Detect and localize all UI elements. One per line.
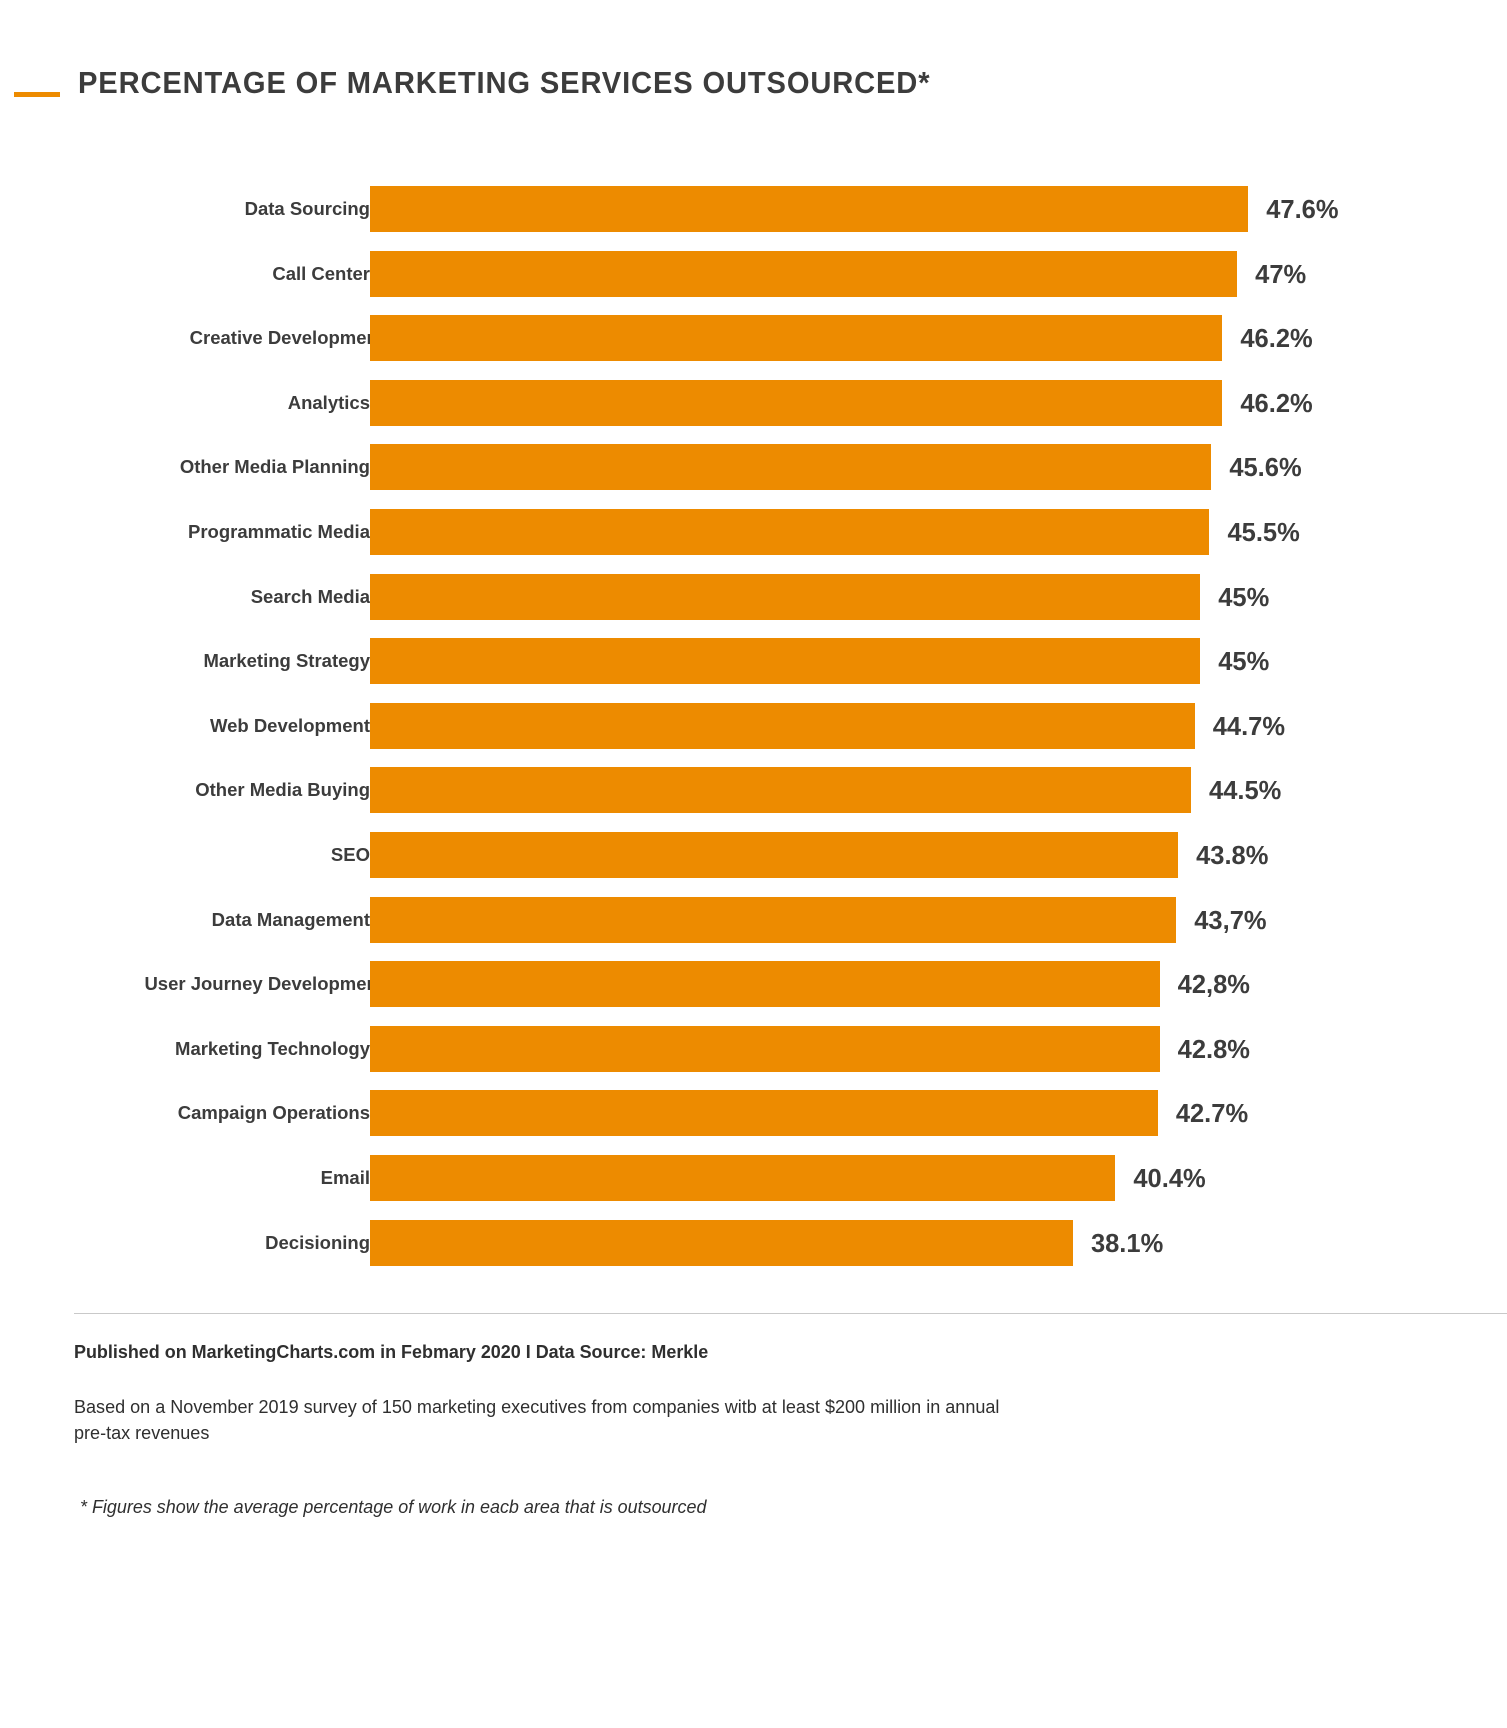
bar-track: 45%: [370, 573, 1370, 620]
page-title: PERCENTAGE OF MARKETING SERVICES OUTSOUR…: [78, 66, 931, 100]
bar-row: Other Media Planning 45.6%: [0, 444, 1507, 491]
bar-track: 42.8%: [370, 1025, 1370, 1072]
bar-row: Web Development 44.7%: [0, 702, 1507, 749]
bar-row: Decisioning 38.1%: [0, 1219, 1507, 1266]
bar-track: 46.2%: [370, 315, 1370, 362]
bar-row: Call Center 47%: [0, 250, 1507, 297]
bar-track: 44.5%: [370, 767, 1370, 814]
bar-track: 40.4%: [370, 1155, 1370, 1201]
category-label: Call Center: [272, 262, 370, 284]
title-accent-rule: [14, 92, 60, 97]
bar-value-label: 46.2%: [1240, 325, 1313, 354]
bar-track: 38.1%: [370, 1219, 1370, 1266]
category-label: Web Development: [209, 714, 370, 736]
category-label: SEO: [330, 844, 370, 865]
bar-value-label: 47.6%: [1266, 196, 1339, 224]
bar-row: User Journey Development 42,8%: [0, 961, 1507, 1008]
category-label: Other Media Buying: [195, 779, 370, 801]
category-label: Marketing Strategy: [203, 650, 370, 672]
bar[interactable]: [370, 1090, 1158, 1137]
bar-value-label: 43.8%: [1196, 842, 1269, 870]
bar[interactable]: [370, 767, 1192, 814]
category-label: Email: [320, 1167, 370, 1188]
bar-row: Search Media 45%: [0, 573, 1507, 620]
bar-value-label: 38.1%: [1090, 1229, 1164, 1258]
bar-track: 42,8%: [370, 961, 1370, 1008]
bar-value-label: 47%: [1255, 260, 1307, 289]
category-label: User Journey Development: [144, 973, 384, 995]
bar-row: Data Management 43,7%: [0, 896, 1507, 943]
bar-value-label: 42.8%: [1177, 1035, 1250, 1064]
category-label: Campaign Operations: [177, 1102, 370, 1124]
bar[interactable]: [370, 379, 1223, 426]
bar-track: 43,7%: [370, 896, 1370, 943]
bar-track: 45%: [370, 638, 1370, 685]
footer-divider: [74, 1313, 1507, 1314]
bar-row: Analytics 46.2%: [0, 379, 1507, 426]
bar-value-label: 40.4%: [1133, 1165, 1206, 1193]
bar-value-label: 44.7%: [1212, 712, 1286, 741]
bar-value-label: 45%: [1218, 648, 1270, 677]
bar-track: 45.6%: [370, 444, 1370, 491]
bar[interactable]: [370, 573, 1201, 620]
category-label: Other Media Planning: [179, 456, 370, 478]
bar[interactable]: [370, 1219, 1073, 1266]
bar-track: 47%: [370, 250, 1370, 297]
bar-value-label: 46.2%: [1240, 389, 1313, 418]
bar-row: Data Sourcing 47.6%: [0, 186, 1507, 232]
bar-value-label: 43,7%: [1194, 906, 1267, 935]
bar-track: 46.2%: [370, 379, 1370, 426]
bar-row: Campaign Operations 42.7%: [0, 1090, 1507, 1137]
bar-row: Creative Development 46.2%: [0, 315, 1507, 362]
bar-row: Marketing Strategy 45%: [0, 638, 1507, 685]
category-label: Creative Development: [189, 327, 384, 349]
bar-value-label: 44.5%: [1209, 777, 1282, 806]
bar[interactable]: [370, 638, 1201, 685]
survey-basis-line: Based on a November 2019 survey of 150 m…: [74, 1396, 1000, 1443]
category-label: Marketing Technology: [175, 1037, 370, 1059]
bar-track: 43.8%: [370, 832, 1370, 878]
category-label: Search Media: [250, 585, 370, 607]
category-label: Decisioning: [265, 1231, 370, 1253]
bar[interactable]: [370, 832, 1179, 878]
bar[interactable]: [370, 1025, 1160, 1072]
bar-row: Programmatic Media 45.5%: [0, 509, 1507, 555]
bar[interactable]: [370, 444, 1212, 491]
publication-line: Published on MarketingCharts.com in Febm…: [74, 1341, 709, 1362]
category-label: Analytics: [287, 391, 370, 413]
bar-track: 47.6%: [370, 186, 1370, 232]
category-label: Data Management: [211, 908, 370, 930]
category-label: Programmatic Media: [188, 521, 370, 542]
bar-value-label: 45.6%: [1229, 454, 1302, 483]
bar-row: Marketing Technology 42.8%: [0, 1025, 1507, 1072]
footnote-line: * Figures show the average percentage of…: [80, 1496, 707, 1517]
bar-track: 44.7%: [370, 702, 1370, 749]
bar-chart: Data Sourcing 47.6% Call Center 47% Creative…: [0, 186, 1507, 1286]
bar-value-label: 45.5%: [1227, 519, 1300, 547]
bar[interactable]: [370, 250, 1238, 297]
bar-value-label: 42,8%: [1177, 971, 1250, 1000]
bar[interactable]: [370, 509, 1210, 555]
bar[interactable]: [370, 315, 1223, 362]
chart-header: PERCENTAGE OF MARKETING SERVICES OUTSOUR…: [0, 62, 1507, 118]
bar-row: Other Media Buying 44.5%: [0, 767, 1507, 814]
footer: Published on MarketingCharts.com in Febm…: [74, 1338, 1454, 1446]
bar[interactable]: [370, 186, 1249, 232]
bar[interactable]: [370, 1155, 1116, 1201]
bar-track: 42.7%: [370, 1090, 1370, 1137]
bar[interactable]: [370, 896, 1177, 943]
bar-track: 45.5%: [370, 509, 1370, 555]
bar[interactable]: [370, 702, 1195, 749]
bar[interactable]: [370, 961, 1160, 1008]
bar-value-label: 45%: [1218, 583, 1270, 612]
bar-row: SEO 43.8%: [0, 832, 1507, 878]
bar-row: Email 40.4%: [0, 1155, 1507, 1201]
bar-value-label: 42.7%: [1175, 1100, 1249, 1129]
category-label: Data Sourcing: [244, 198, 370, 219]
